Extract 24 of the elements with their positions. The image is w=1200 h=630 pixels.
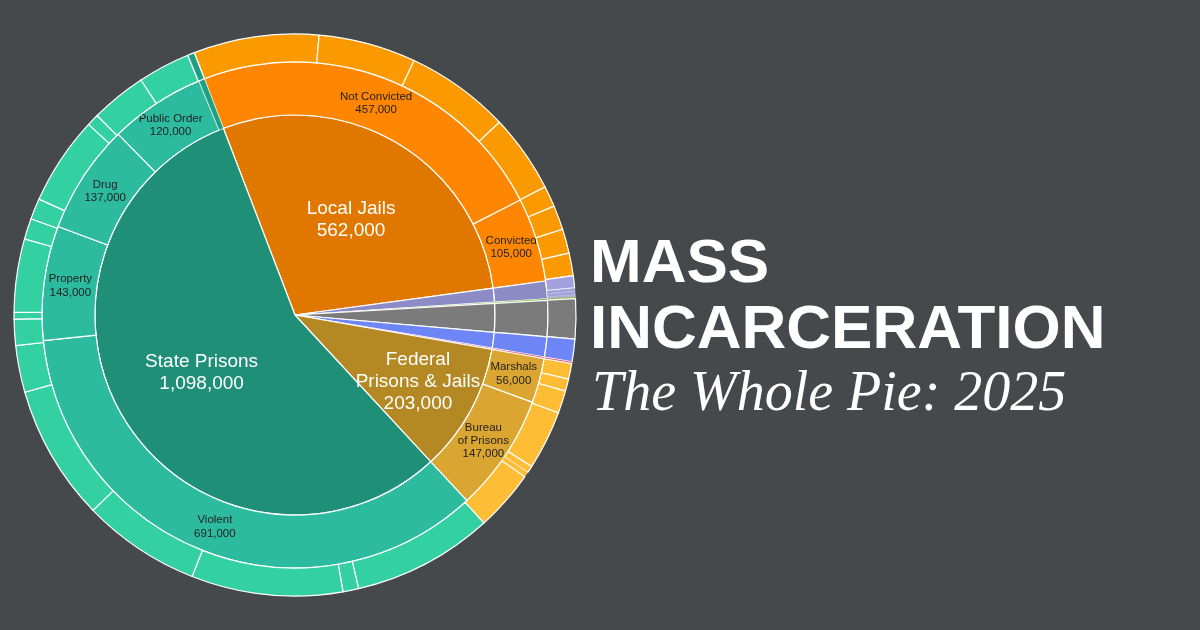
data-label: 137,000 [84, 191, 126, 204]
slice-label: Bureau of Prisons [457, 420, 510, 446]
data-label: 147,000 [462, 446, 505, 459]
data-label: 120,000 [149, 125, 192, 138]
slice-label: Violent [197, 513, 234, 526]
slice-label: State Prisons [145, 350, 259, 372]
slice-label: Marshals [490, 360, 538, 373]
text: MASS INCARCERATION [590, 226, 1106, 361]
data-label: 143,000 [49, 285, 92, 298]
slice-label: Drug [92, 177, 118, 190]
data-label: 56,000 [496, 373, 532, 386]
data-label: 457,000 [355, 103, 397, 116]
data-label: 105,000 [490, 247, 532, 260]
slice-label: Not Convicted [340, 89, 413, 102]
slice-label: Public Order [138, 112, 203, 125]
data-label: 691,000 [194, 526, 236, 539]
slice-label: Federal Prisons & Jails [355, 348, 481, 391]
data-label: 562,000 [316, 219, 386, 241]
slice-label: Property [48, 272, 93, 285]
data-label: 203,000 [383, 391, 453, 413]
slice-label: Convicted [485, 233, 537, 246]
text: The Whole Pie: 2025 [592, 360, 1067, 422]
data-label: 1,098,000 [159, 372, 244, 394]
slice-label: Local Jails [306, 197, 396, 219]
